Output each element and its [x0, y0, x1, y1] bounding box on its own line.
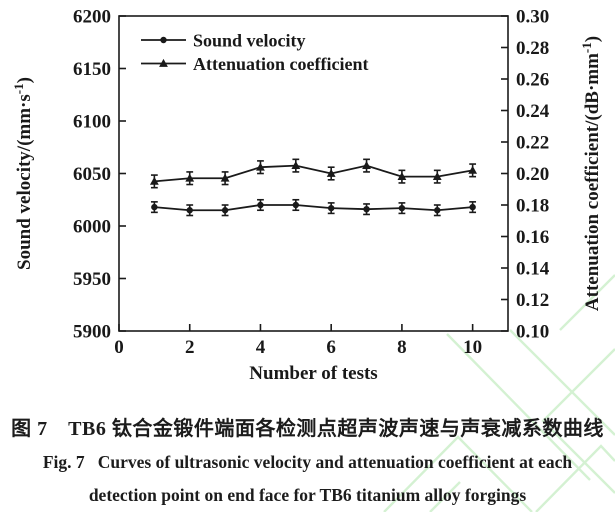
svg-text:6050: 6050	[73, 164, 111, 185]
svg-text:Sound velocity/(mm·s-1): Sound velocity/(mm·s-1)	[11, 77, 35, 270]
legend: Sound velocity Attenuation coefficient	[141, 31, 368, 74]
svg-text:8: 8	[397, 337, 407, 358]
svg-text:0: 0	[114, 337, 124, 358]
x-axis: 0 2 4 6 8 10 Number of tests	[114, 324, 482, 384]
figure-7: 5900 5950 6000 6050 6100 6150 6200 Sound veloci…	[11, 7, 603, 506]
caption-english-line1: Fig. 7 Curves of ultrasonic velocity and…	[42, 452, 573, 472]
right-axis: 0.10 0.12 0.14 0.16 0.18 0.20 0.22 0.24 0.26 0.28…	[501, 7, 603, 343]
svg-text:Attenuation coefficient: Attenuation coefficient	[193, 54, 368, 74]
svg-text:0.20: 0.20	[516, 164, 549, 185]
svg-text:0.16: 0.16	[516, 227, 549, 248]
svg-text:4: 4	[256, 337, 266, 358]
watermark-line	[383, 435, 533, 512]
figure-caption: 图 7 TB6 钛合金锻件端面各检测点超声波声速与声衰减系数曲线 Fig. 7 …	[0, 412, 615, 512]
svg-text:Attenuation coefficient/(dB·mm: Attenuation coefficient/(dB·mm-1)	[579, 36, 603, 311]
legend-item-attenuation-coefficient: Attenuation coefficient	[141, 54, 368, 74]
watermark-line	[509, 329, 615, 436]
watermark-line	[559, 274, 615, 331]
watermark-line	[541, 348, 615, 494]
series-sound-velocity	[150, 198, 477, 217]
svg-text:6100: 6100	[73, 112, 111, 133]
svg-text:0.24: 0.24	[516, 101, 550, 122]
watermark-line	[535, 444, 615, 512]
caption-chinese: 图 7 TB6 钛合金锻件端面各检测点超声波声速与声衰减系数曲线	[11, 418, 604, 440]
svg-text:6000: 6000	[73, 217, 111, 238]
svg-text:0.30: 0.30	[516, 7, 549, 28]
svg-text:5950: 5950	[73, 269, 111, 290]
caption-english-line2: detection point on end face for TB6 tita…	[88, 485, 527, 505]
svg-text:Number of tests: Number of tests	[249, 363, 377, 384]
svg-text:Sound velocity: Sound velocity	[193, 31, 306, 51]
svg-text:6: 6	[326, 337, 336, 358]
svg-text:0.12: 0.12	[516, 290, 549, 311]
svg-text:0.10: 0.10	[516, 322, 549, 343]
watermark-line	[446, 333, 591, 481]
svg-text:2: 2	[185, 337, 195, 358]
svg-text:5900: 5900	[73, 322, 111, 343]
svg-text:6150: 6150	[73, 59, 111, 80]
svg-text:0.22: 0.22	[516, 133, 549, 154]
svg-text:0.14: 0.14	[516, 259, 550, 280]
series-attenuation-coefficient	[149, 158, 478, 189]
legend-item-sound-velocity: Sound velocity	[141, 31, 306, 51]
svg-text:6200: 6200	[73, 7, 111, 28]
svg-text:10: 10	[463, 337, 482, 358]
watermark-line	[429, 481, 461, 512]
svg-text:0.26: 0.26	[516, 70, 549, 91]
svg-text:0.28: 0.28	[516, 38, 549, 59]
svg-text:0.18: 0.18	[516, 196, 549, 217]
left-axis: 5900 5950 6000 6050 6100 6150 6200 Sound veloci…	[11, 7, 126, 343]
